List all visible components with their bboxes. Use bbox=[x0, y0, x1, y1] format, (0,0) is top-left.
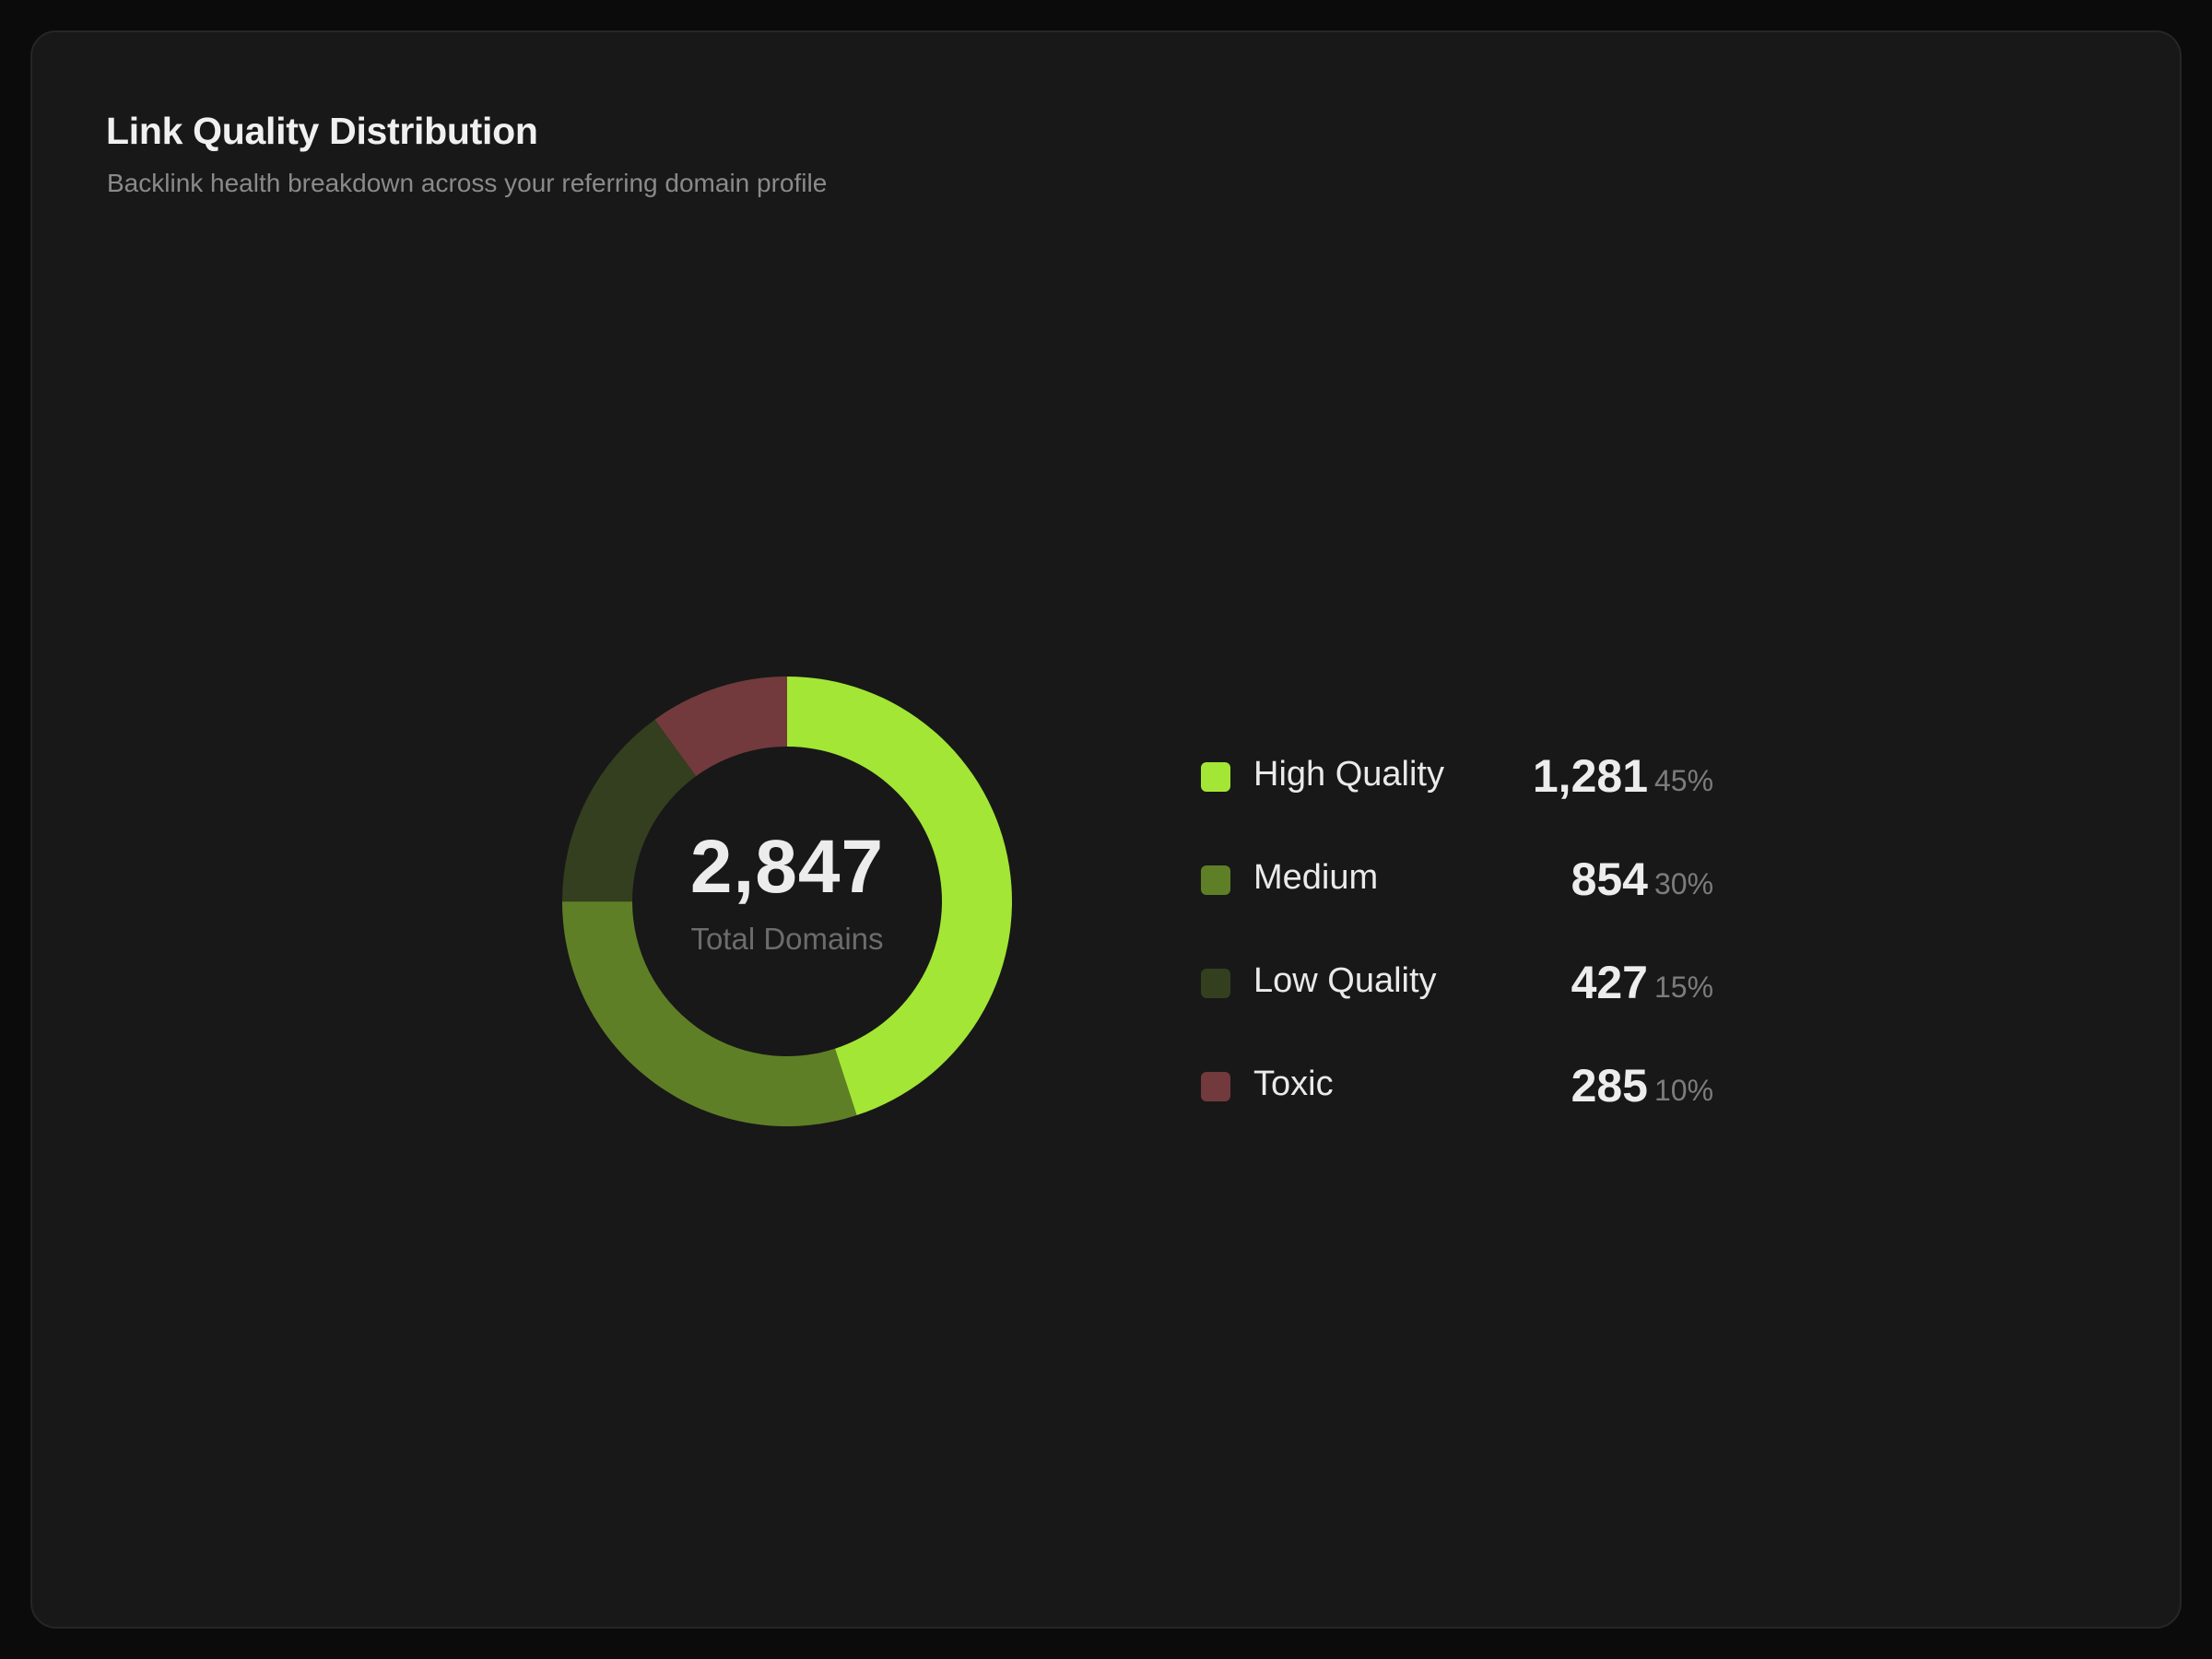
donut-slice-toxic bbox=[654, 677, 787, 777]
legend-label: Medium bbox=[1253, 858, 1379, 897]
legend-item-toxic: Toxic 285 10% bbox=[1199, 1052, 1724, 1155]
donut-slice-medium bbox=[562, 901, 857, 1126]
legend-label: High Quality bbox=[1253, 755, 1444, 794]
chart-legend: High Quality 1,281 45% Medium 854 30% Lo… bbox=[1199, 742, 1724, 1155]
chart-title: Link Quality Distribution bbox=[106, 110, 538, 152]
legend-swatch bbox=[1201, 762, 1230, 792]
legend-label: Toxic bbox=[1253, 1065, 1334, 1103]
legend-percent: 30% bbox=[1654, 867, 1714, 900]
donut-slice-low-quality bbox=[562, 719, 697, 902]
legend-label: Low Quality bbox=[1253, 961, 1437, 1000]
legend-value: 1,281 bbox=[1532, 750, 1648, 802]
chart-subtitle: Backlink health breakdown across your re… bbox=[107, 169, 828, 197]
total-domains-label: Total Domains bbox=[690, 922, 884, 956]
legend-value: 427 bbox=[1571, 957, 1648, 1008]
legend-swatch bbox=[1201, 865, 1230, 895]
legend-item-high-quality: High Quality 1,281 45% bbox=[1199, 742, 1724, 845]
legend-swatch bbox=[1201, 969, 1230, 998]
legend-percent: 10% bbox=[1654, 1074, 1714, 1107]
donut-slice-high-quality bbox=[787, 677, 1012, 1116]
legend-percent: 45% bbox=[1654, 764, 1714, 797]
donut-svg bbox=[562, 677, 1012, 1126]
legend-swatch bbox=[1201, 1072, 1230, 1101]
legend-item-medium: Medium 854 30% bbox=[1199, 845, 1724, 948]
legend-value: 854 bbox=[1571, 853, 1648, 905]
donut-chart: 2,847 Total Domains bbox=[559, 674, 1015, 1129]
total-domains-value: 2,847 bbox=[689, 825, 885, 909]
legend-value: 285 bbox=[1571, 1060, 1648, 1112]
legend-percent: 15% bbox=[1654, 971, 1714, 1004]
chart-card: Link Quality Distribution Backlink healt… bbox=[30, 30, 2182, 1629]
legend-item-low-quality: Low Quality 427 15% bbox=[1199, 948, 1724, 1052]
donut-center: 2,847 Total Domains bbox=[559, 674, 1015, 1129]
